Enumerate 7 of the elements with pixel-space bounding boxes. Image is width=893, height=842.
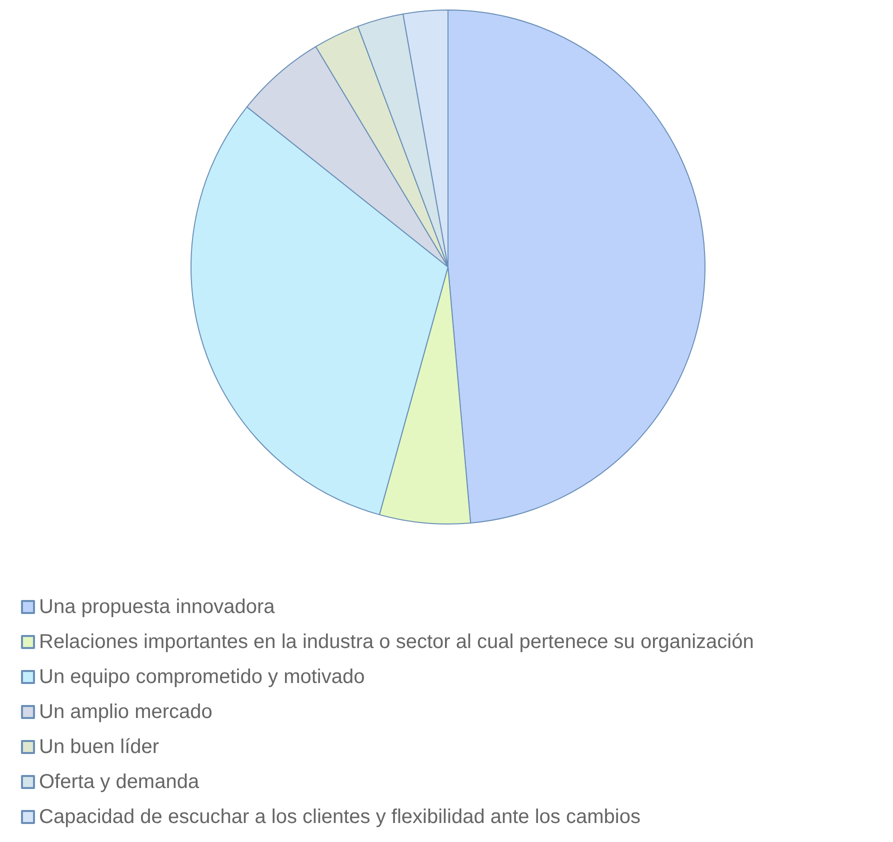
legend-label: Un buen líder [39, 736, 160, 758]
legend-label: Una propuesta innovadora [39, 596, 276, 618]
legend-label: Capacidad de escuchar a los clientes y flexibilidad ante los cambios [39, 806, 640, 828]
legend-label: Un amplio mercado [39, 701, 212, 723]
legend-label: Un equipo comprometido y motivado [39, 666, 365, 688]
legend-label: Relaciones importantes en la industra o sector al cual pertenece su organización [39, 631, 754, 653]
legend-label: Oferta y demanda [39, 771, 200, 793]
